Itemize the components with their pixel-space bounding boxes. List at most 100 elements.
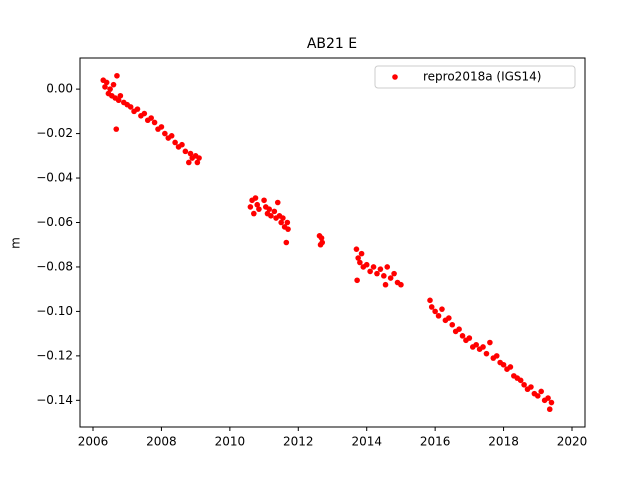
point [546, 406, 553, 413]
point [382, 281, 389, 288]
point [102, 84, 108, 90]
y-tick-label: 0.00 [46, 82, 73, 96]
point [367, 268, 373, 275]
point [384, 264, 391, 270]
point [545, 395, 551, 401]
point [247, 204, 254, 210]
point [117, 92, 124, 99]
x-tick-label: 2008 [146, 435, 177, 449]
point [274, 199, 281, 206]
y-tick-label: −0.04 [36, 171, 73, 185]
point [115, 97, 122, 104]
x-tick-label: 2018 [488, 435, 519, 449]
point [439, 306, 445, 312]
point [391, 270, 397, 277]
point [266, 206, 273, 212]
point [103, 79, 110, 86]
point [398, 281, 404, 288]
chart-title: AB21 E [307, 36, 357, 52]
point [148, 115, 154, 121]
point [528, 384, 534, 390]
point [186, 159, 192, 166]
point [110, 81, 117, 88]
point [168, 133, 175, 139]
x-tick-label: 2020 [557, 435, 588, 449]
point [280, 215, 286, 221]
point [357, 259, 363, 266]
point [252, 195, 259, 201]
y-tick-label: −0.10 [36, 304, 73, 318]
point [182, 148, 189, 155]
point [127, 104, 134, 110]
legend-label: repro2018a (IGS14) [423, 70, 541, 84]
point [521, 381, 527, 388]
point [500, 361, 507, 368]
point [538, 388, 545, 395]
y-tick-label: −0.08 [36, 259, 73, 273]
point [113, 126, 120, 132]
point [381, 273, 387, 279]
point [187, 150, 194, 157]
point [363, 261, 370, 268]
point [534, 393, 541, 399]
point [428, 304, 435, 310]
point [162, 130, 168, 137]
point [370, 264, 377, 270]
point [493, 353, 500, 359]
point [548, 399, 555, 406]
x-tick-label: 2016 [420, 435, 451, 449]
point [319, 239, 326, 246]
point [480, 344, 486, 350]
legend-marker [392, 74, 398, 80]
point [459, 333, 466, 339]
legend-box [374, 65, 576, 89]
point [179, 141, 185, 148]
point [278, 219, 284, 226]
y-axis-label: m [9, 237, 23, 249]
point [487, 339, 493, 346]
plot-frame [79, 57, 586, 428]
point [283, 239, 290, 246]
x-tick-label: 2012 [283, 435, 314, 449]
x-tick-label: 2010 [215, 435, 246, 449]
point [107, 86, 113, 92]
point [134, 106, 141, 112]
point [473, 341, 479, 348]
point [466, 335, 473, 341]
point [387, 275, 394, 281]
y-tick-label: −0.12 [36, 348, 73, 362]
point [456, 326, 462, 332]
x-tick-label: 2006 [78, 435, 109, 449]
point [449, 321, 456, 328]
point [261, 197, 267, 204]
point [141, 110, 148, 117]
point [196, 155, 202, 161]
point [285, 226, 291, 232]
point [172, 139, 178, 146]
point [354, 277, 360, 284]
point [268, 213, 274, 219]
point [194, 159, 201, 166]
point [151, 119, 158, 126]
point [158, 124, 165, 130]
point [507, 364, 514, 370]
y-tick-label: −0.02 [36, 126, 73, 140]
point [256, 206, 262, 212]
point [358, 250, 365, 257]
point [377, 266, 384, 272]
point [284, 219, 291, 226]
point [432, 308, 438, 315]
y-tick-label: −0.14 [36, 393, 73, 407]
x-tick-label: 2014 [351, 435, 382, 449]
point [114, 72, 120, 79]
point [446, 315, 452, 321]
point [517, 377, 524, 384]
point [427, 297, 433, 304]
point [254, 201, 261, 208]
point [251, 210, 257, 217]
point [318, 235, 325, 241]
point [483, 350, 490, 357]
y-tick-label: −0.06 [36, 215, 73, 229]
point [353, 246, 360, 252]
